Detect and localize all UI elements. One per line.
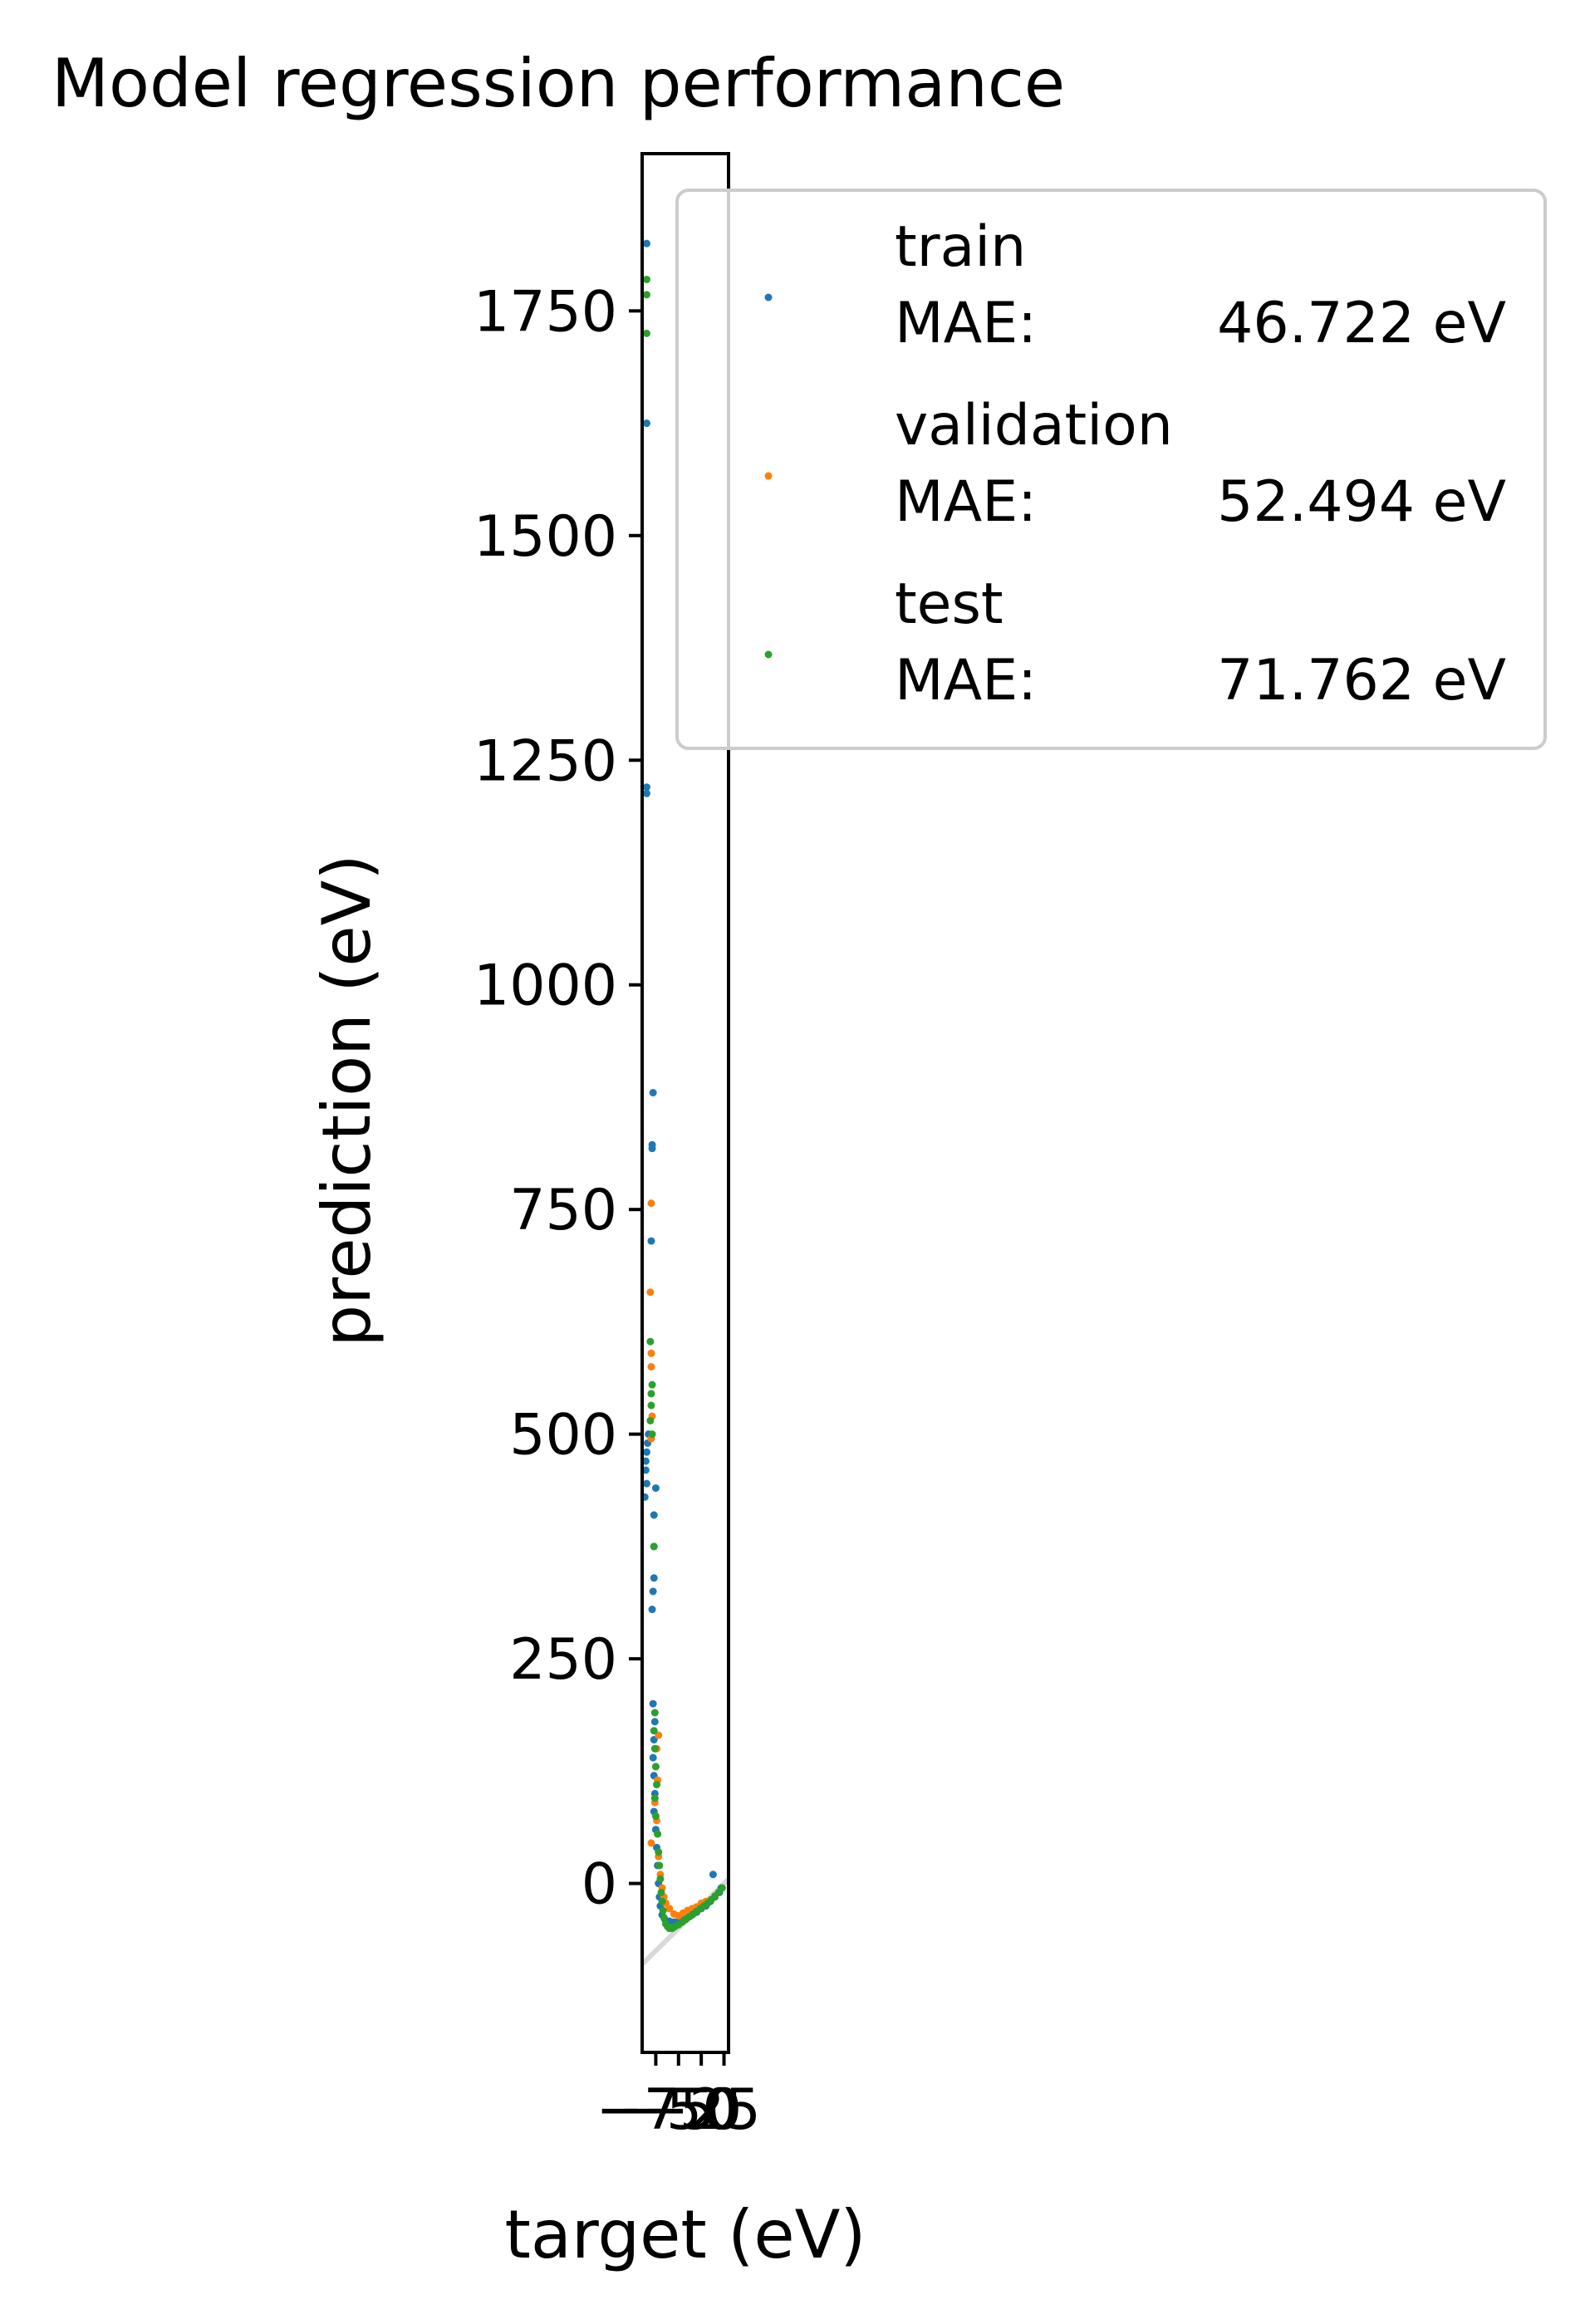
legend-marker-validation bbox=[764, 472, 773, 480]
data-point-train bbox=[642, 789, 650, 797]
data-point-test bbox=[651, 1763, 660, 1771]
data-point-test bbox=[650, 1542, 658, 1551]
data-point-test bbox=[656, 1875, 665, 1883]
x-axis-ticks: −75−50−250 bbox=[596, 2052, 761, 2143]
legend-mae-label: MAE: bbox=[895, 648, 1037, 713]
data-point-train bbox=[647, 1237, 655, 1245]
legend-series-name: validation bbox=[895, 393, 1173, 458]
y-tick-label: 1750 bbox=[474, 279, 617, 345]
y-tick-label: 0 bbox=[582, 1852, 617, 1918]
legend-mae-label: MAE: bbox=[895, 469, 1037, 535]
data-point-train bbox=[642, 419, 650, 428]
y-axis-label: prediction (eV) bbox=[308, 854, 385, 1346]
data-point-train bbox=[650, 1511, 658, 1519]
data-point-test bbox=[650, 1709, 659, 1717]
data-point-validation bbox=[647, 1349, 655, 1357]
legend-mae-value: 46.722 eV bbox=[1217, 291, 1506, 356]
y-tick-label: 1000 bbox=[474, 954, 617, 1019]
legend-series-name: train bbox=[895, 214, 1026, 280]
data-point-validation bbox=[647, 1839, 655, 1847]
data-point-train bbox=[642, 1448, 650, 1456]
y-tick-label: 250 bbox=[509, 1627, 617, 1693]
chart-title: Model regression performance bbox=[52, 45, 1065, 122]
data-point-test bbox=[654, 1830, 662, 1838]
data-point-validation bbox=[647, 1363, 655, 1371]
data-point-train bbox=[649, 1089, 657, 1097]
legend-marker-test bbox=[764, 650, 773, 659]
data-point-test bbox=[646, 1337, 655, 1346]
data-point-test bbox=[642, 329, 650, 337]
data-point-train bbox=[649, 1699, 657, 1708]
data-point-validation bbox=[646, 1288, 655, 1297]
data-point-test bbox=[648, 1430, 656, 1439]
data-point-test bbox=[650, 1727, 658, 1735]
data-point-test bbox=[660, 1914, 668, 1922]
data-point-train bbox=[649, 1753, 657, 1762]
data-point-train bbox=[642, 783, 650, 792]
y-tick-label: 1250 bbox=[474, 728, 617, 794]
legend-box bbox=[675, 189, 1547, 750]
y-tick-label: 1500 bbox=[474, 504, 617, 570]
x-tick-label: −50 bbox=[619, 2077, 739, 2143]
data-point-validation bbox=[655, 1731, 663, 1739]
data-point-train bbox=[642, 1457, 650, 1465]
y-tick-label: 500 bbox=[509, 1403, 617, 1468]
legend-series-name: test bbox=[895, 571, 1004, 637]
data-point-train bbox=[709, 1870, 717, 1879]
plot-frame bbox=[640, 152, 730, 2054]
data-point-train bbox=[650, 1574, 658, 1582]
data-point-test bbox=[642, 275, 650, 283]
data-point-test bbox=[657, 1888, 665, 1896]
y-tick-label: 750 bbox=[509, 1178, 617, 1243]
legend: train MAE: 46.722 eV validation MAE: 52.494 e… bbox=[675, 189, 1547, 750]
data-point-test bbox=[642, 291, 650, 299]
x-tick-label: −25 bbox=[641, 2077, 761, 2143]
data-point-test bbox=[650, 1744, 659, 1753]
data-point-train bbox=[642, 239, 650, 248]
data-point-test bbox=[718, 1884, 726, 1892]
data-point-train bbox=[650, 1718, 659, 1726]
x-axis-label: target (eV) bbox=[504, 2196, 866, 2273]
legend-mae-label: MAE: bbox=[895, 291, 1037, 356]
data-point-train bbox=[642, 1466, 650, 1474]
data-point-validation bbox=[665, 1905, 674, 1913]
data-point-test bbox=[653, 1781, 661, 1789]
data-point-train bbox=[651, 1484, 660, 1493]
scatter-points bbox=[642, 239, 726, 1933]
x-tick-label: 0 bbox=[706, 2077, 742, 2143]
legend-marker-train bbox=[764, 293, 773, 302]
data-point-train bbox=[648, 1145, 656, 1153]
legend-mae-value: 52.494 eV bbox=[1217, 469, 1506, 535]
data-point-train bbox=[650, 1736, 658, 1744]
data-point-test bbox=[647, 1390, 655, 1398]
data-point-test bbox=[658, 1897, 666, 1905]
data-point-test bbox=[655, 1861, 664, 1870]
data-point-train bbox=[642, 1479, 650, 1488]
data-point-train bbox=[649, 1587, 657, 1596]
data-point-test bbox=[647, 1401, 655, 1410]
x-tick-label: −75 bbox=[596, 2077, 716, 2143]
data-point-test bbox=[659, 1906, 667, 1915]
data-point-test bbox=[648, 1380, 656, 1389]
data-point-test bbox=[651, 1812, 660, 1820]
data-point-test bbox=[655, 1848, 663, 1856]
y-axis-ticks: 0 250 500 750 1000 1250 1500 1750 bbox=[474, 279, 642, 1918]
data-point-train bbox=[648, 1606, 656, 1614]
data-point-test bbox=[646, 1416, 655, 1424]
data-point-validation bbox=[647, 1199, 655, 1208]
legend-mae-value: 71.762 eV bbox=[1217, 648, 1506, 713]
data-point-test bbox=[650, 1794, 659, 1802]
